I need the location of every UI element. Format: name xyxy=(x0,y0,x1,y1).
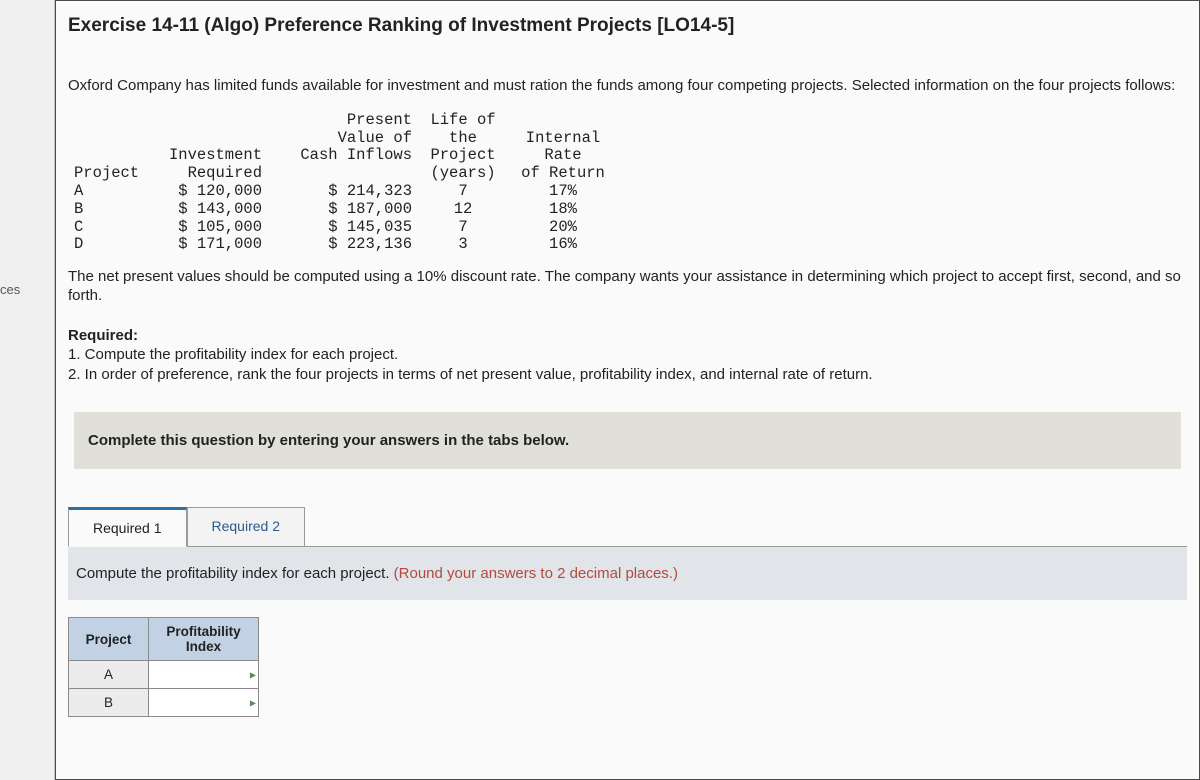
table-row: D$ 171,000$ 223,136316% xyxy=(68,236,618,254)
intro-paragraph: Oxford Company has limited funds availab… xyxy=(56,55,1199,106)
answer-row: B ▶ xyxy=(69,689,259,717)
instruction-note: (Round your answers to 2 decimal places.… xyxy=(394,565,678,582)
hdr-irr-l1: Internal xyxy=(508,130,618,148)
dropdown-tick-icon: ▶ xyxy=(250,670,256,679)
hdr-pv-l2: Value of xyxy=(268,130,418,148)
hdr-life-l2: the xyxy=(418,130,508,148)
required-item-2: 2. In order of preference, rank the four… xyxy=(68,365,1187,385)
required-item-1: 1. Compute the profitability index for e… xyxy=(68,345,1187,365)
answer-row-label: B xyxy=(69,689,149,717)
hdr-irr-l3: of Return xyxy=(508,165,618,183)
answer-col-project: Project xyxy=(69,618,149,661)
hdr-pv-l3: Cash Inflows xyxy=(268,147,418,165)
hdr-inv-l1: Investment xyxy=(148,147,268,165)
rail-fragment-top xyxy=(45,0,53,8)
answer-row: A ▶ xyxy=(69,661,259,689)
complete-instruction-bar: Complete this question by entering your … xyxy=(74,412,1181,469)
answer-tabs: Required 1 Required 2 xyxy=(56,507,1199,547)
tab-required-1[interactable]: Required 1 xyxy=(68,507,187,547)
hdr-inv-l2: Required xyxy=(148,165,268,183)
exercise-title: Exercise 14-11 (Algo) Preference Ranking… xyxy=(56,1,1199,55)
table-row: A$ 120,000$ 214,323717% xyxy=(68,183,618,201)
hdr-life-l1: Life of xyxy=(418,112,508,130)
dropdown-tick-icon: ▶ xyxy=(250,698,256,707)
answer-row-label: A xyxy=(69,661,149,689)
tab-required-2[interactable]: Required 2 xyxy=(187,507,306,547)
rail-fragment-mid: ces xyxy=(0,282,20,297)
hdr-life-l4: (years) xyxy=(418,165,508,183)
hdr-life-l3: Project xyxy=(418,147,508,165)
hdr-irr-l2: Rate xyxy=(508,147,618,165)
required-heading: Required: xyxy=(68,326,1187,346)
tab-instruction: Compute the profitability index for each… xyxy=(68,546,1187,600)
npv-note: The net present values should be compute… xyxy=(56,254,1199,306)
hdr-project: Project xyxy=(68,165,148,183)
answer-col-pi: Profitability Index xyxy=(149,618,259,661)
answer-table: Project Profitability Index A ▶ B ▶ xyxy=(56,601,1199,717)
profitability-index-input-b[interactable]: ▶ xyxy=(149,689,259,717)
required-block: Required: 1. Compute the profitability i… xyxy=(56,306,1199,385)
table-row: B$ 143,000$ 187,0001218% xyxy=(68,201,618,219)
project-data-table: PresentLife of Value oftheInternal Inves… xyxy=(56,106,1199,255)
profitability-index-input-a[interactable]: ▶ xyxy=(149,661,259,689)
hdr-pv-l1: Present xyxy=(268,112,418,130)
left-nav-rail: ces xyxy=(0,0,55,780)
table-row: C$ 105,000$ 145,035720% xyxy=(68,219,618,237)
instruction-main: Compute the profitability index for each… xyxy=(76,565,394,582)
question-panel: Exercise 14-11 (Algo) Preference Ranking… xyxy=(55,0,1200,780)
